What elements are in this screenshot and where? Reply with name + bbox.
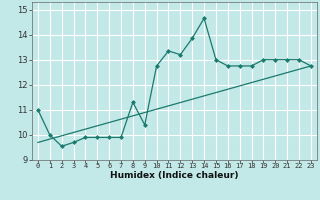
X-axis label: Humidex (Indice chaleur): Humidex (Indice chaleur) <box>110 171 239 180</box>
